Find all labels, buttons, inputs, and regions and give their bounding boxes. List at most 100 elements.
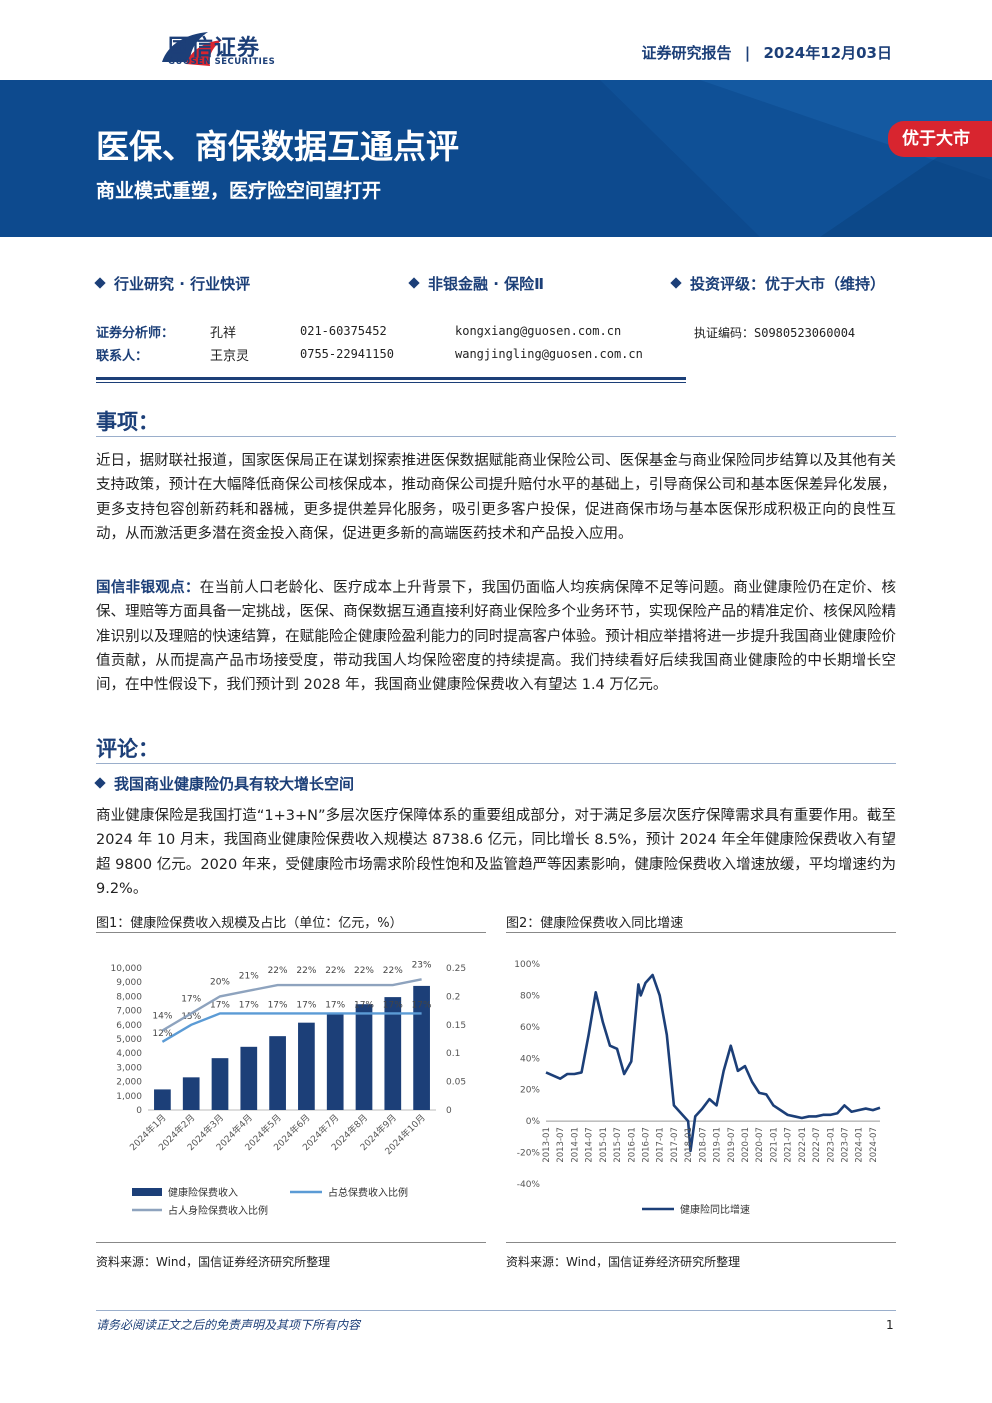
y-tick-label: 40% (520, 1054, 540, 1064)
fig2-title-rule (506, 932, 896, 933)
heading-rule (96, 436, 896, 437)
report-date: 2024年12月03日 (763, 44, 893, 62)
legend-label-line2: 占人身险保费收入比例 (168, 1204, 268, 1217)
x-tick-label: 2015-07 (613, 1127, 623, 1163)
report-title: 医保、商保数据互通点评 (96, 127, 459, 166)
analyst-email[interactable]: kongxiang@guosen.com.cn (455, 324, 622, 338)
point-label-share-total: 17% (239, 1000, 259, 1010)
fig1-title: 图1：健康险保费收入规模及占比（单位：亿元，%） (96, 916, 403, 931)
x-tick-label: 2023-01 (826, 1127, 836, 1163)
contact-email[interactable]: wangjingling@guosen.com.cn (455, 347, 643, 361)
view-paragraph: 国信非银观点：在当前人口老龄化、医疗成本上升背景下，我国仍面临人均疾病保障不足等… (96, 580, 897, 694)
legend-label-line: 健康险同比增速 (680, 1203, 750, 1216)
x-tick-label: 2018-01 (684, 1127, 694, 1163)
y-tick-label: 100% (514, 960, 540, 970)
point-label-share-life: 22% (354, 966, 374, 976)
analyst-name: 孔祥 (210, 326, 237, 341)
point-label-share-total: 17% (354, 1000, 374, 1010)
event-heading: 事项： (96, 410, 159, 434)
bar-health-premium (240, 1046, 258, 1110)
x-tick-label: 2020-01 (741, 1127, 751, 1163)
analyst-phone: 021-60375452 (300, 324, 387, 338)
point-label-share-life: 17% (181, 994, 201, 1004)
bar-health-premium (298, 1022, 315, 1110)
diamond-bullet-icon (94, 777, 106, 789)
x-tick-label: 2023-07 (840, 1127, 850, 1163)
bar-health-premium (326, 1013, 344, 1110)
point-label-share-life: 22% (383, 966, 403, 976)
y-left-tick-label: 0 (136, 1106, 142, 1116)
y-left-tick-label: 7,000 (116, 1007, 142, 1017)
y-tick-label: -40% (517, 1180, 541, 1190)
x-tick-label: 2020-07 (755, 1127, 765, 1163)
report-type-date: 证券研究报告 | 2024年12月03日 (641, 44, 893, 62)
y-tick-label: 60% (520, 1023, 540, 1033)
point-label-share-total: 17% (268, 1000, 288, 1010)
y-right-tick-label: 0.15 (446, 1021, 466, 1031)
logo-name-cn: 国信证券 (168, 36, 261, 61)
y-tick-label: 20% (520, 1086, 540, 1096)
x-tick-label: 2015-01 (599, 1127, 609, 1163)
x-tick-label: 2024-01 (855, 1127, 865, 1163)
x-tick-label: 2019-01 (713, 1127, 723, 1163)
fig2-bottom-rule (506, 1242, 896, 1243)
separator-thin (96, 382, 686, 383)
fig1-title-rule (96, 932, 486, 933)
y-left-tick-label: 4,000 (116, 1049, 142, 1059)
x-tick-label: 2017-07 (670, 1127, 680, 1163)
report-type: 证券研究报告 (641, 44, 732, 62)
fig2-source: 资料来源：Wind，国信证券经济研究所整理 (506, 1255, 741, 1269)
bar-health-premium (154, 1089, 171, 1110)
y-tick-label: 0% (526, 1117, 541, 1127)
point-label-share-life: 23% (412, 960, 432, 970)
x-tick-label: 2016-07 (641, 1127, 651, 1163)
footer-disclaimer[interactable]: 请务必阅读正文之后的免责声明及其项下所有内容 (96, 1318, 361, 1332)
diamond-bullet-icon (408, 277, 420, 289)
sub-heading: 我国商业健康险仍具有较大增长空间 (94, 773, 354, 794)
x-tick-label: 2024-07 (869, 1127, 879, 1163)
point-label-share-life: 22% (268, 966, 288, 976)
point-label-share-life: 20% (210, 977, 230, 987)
fig2-title: 图2：健康险保费收入同比增速 (506, 916, 684, 931)
bar-health-premium (211, 1058, 229, 1110)
line-health-yoy (545, 973, 881, 1153)
contact-role: 联系人： (96, 349, 149, 364)
event-paragraph: 近日，据财联社报道，国家医保局正在谋划探索推进医保数据赋能商业保险公司、医保基金… (96, 453, 896, 542)
y-left-tick-label: 6,000 (116, 1021, 142, 1031)
footer-rule (96, 1310, 896, 1311)
y-tick-label: -20% (517, 1149, 541, 1159)
y-right-tick-label: 0 (446, 1106, 452, 1116)
bar-health-premium (269, 1036, 286, 1110)
y-right-tick-label: 0.1 (446, 1049, 460, 1059)
y-right-tick-label: 0.05 (446, 1078, 466, 1088)
bar-health-premium (413, 985, 430, 1110)
line-share-life (161, 978, 422, 1032)
bar-health-premium (355, 1004, 373, 1110)
legend-label-line1: 占总保费收入比例 (328, 1186, 408, 1199)
page-number: 1 (886, 1318, 894, 1332)
info-rating: 投资评级：优于大市（维持） (670, 273, 885, 294)
y-left-tick-label: 2,000 (116, 1078, 142, 1088)
x-tick-label: 2013-07 (556, 1127, 566, 1163)
x-tick-label: 2019-07 (727, 1127, 737, 1163)
x-tick-label: 2021-01 (769, 1127, 779, 1163)
fig2-chart: -40% -20% 0% 20% 40% 60% 80% 100% 2013-01 2013-07… (514, 960, 881, 1216)
contact-name: 王京灵 (210, 349, 250, 364)
point-label-share-total: 17% (383, 1000, 403, 1010)
info-category: 行业研究 · 行业快评 (94, 273, 250, 294)
x-tick-label: 2022-07 (812, 1127, 822, 1163)
point-label-share-total: 12% (152, 1029, 172, 1039)
y-right-tick-label: 0.25 (446, 964, 466, 974)
logo-name-en: GUOSEN SECURITIES (168, 57, 276, 67)
point-label-share-life: 14% (152, 1011, 172, 1021)
heading-rule (96, 763, 896, 764)
line-share-total (161, 1012, 422, 1043)
y-tick-label: 80% (520, 991, 540, 1001)
report-subtitle: 商业模式重塑，医疗险空间望打开 (96, 180, 382, 202)
diamond-bullet-icon (94, 277, 106, 289)
info-industry: 非银金融 · 保险Ⅱ (408, 273, 544, 294)
y-left-tick-label: 8,000 (116, 992, 142, 1002)
rating-badge: 优于大市 (888, 121, 992, 157)
point-label-share-total: 17% (412, 1000, 432, 1010)
point-label-share-total: 17% (325, 1000, 345, 1010)
